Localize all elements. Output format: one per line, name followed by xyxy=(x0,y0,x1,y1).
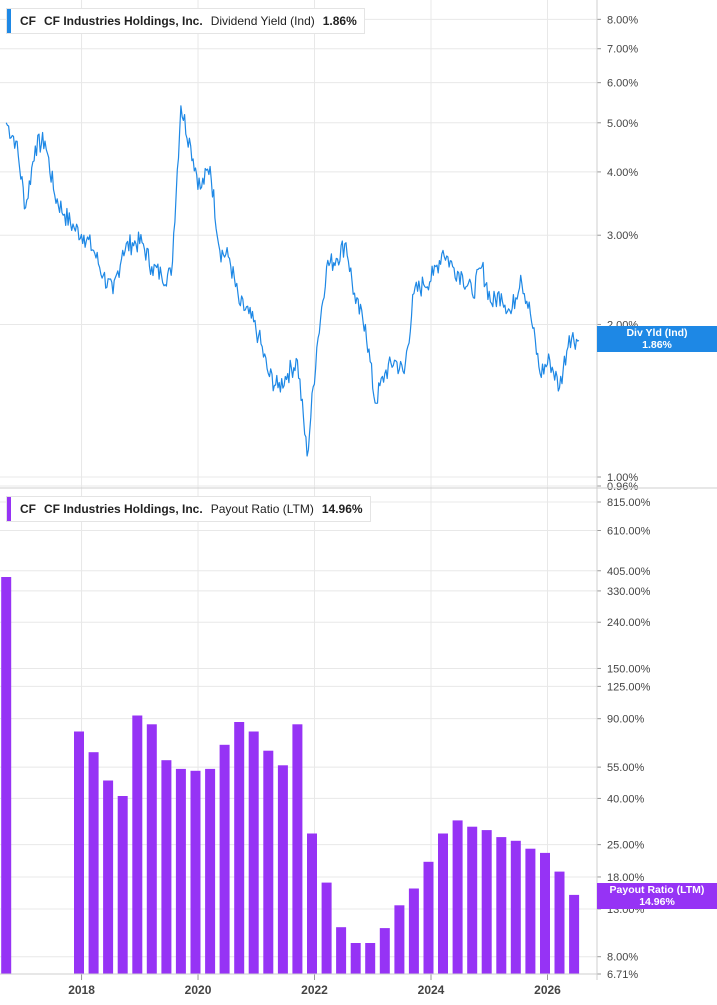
legend-metric: Payout Ratio (LTM) xyxy=(210,502,314,516)
y-tick-label: 4.00% xyxy=(607,167,638,179)
payout-bar xyxy=(161,760,172,974)
x-tick-label: 2020 xyxy=(185,983,212,997)
payout-bar xyxy=(263,750,274,974)
payout-bar xyxy=(307,833,317,974)
y-tick-label: 18.00% xyxy=(607,872,645,884)
payout-bar xyxy=(554,871,565,974)
payout-bar xyxy=(234,722,245,974)
payout-bar xyxy=(365,943,376,974)
legend-company: CF Industries Holdings, Inc. xyxy=(44,14,203,28)
payout-bar xyxy=(205,768,216,974)
payout-bar xyxy=(350,943,361,974)
dividend-yield-panel xyxy=(5,105,580,457)
payout-bar xyxy=(408,888,419,974)
current-value-badge-payout: Payout Ratio (LTM) 14.96% xyxy=(597,883,717,909)
payout-bar xyxy=(88,752,99,974)
legend-ticker: CF xyxy=(20,14,36,28)
y-tick-label: 3.00% xyxy=(607,230,638,242)
y-tick-label: 405.00% xyxy=(607,566,651,578)
x-tick-label: 2018 xyxy=(68,983,95,997)
y-tick-label: 330.00% xyxy=(607,586,651,598)
payout-bar xyxy=(496,837,507,974)
legend-swatch-yield xyxy=(7,9,11,33)
payout-bar xyxy=(423,861,434,974)
payout-bar xyxy=(175,768,186,974)
payout-bar xyxy=(146,724,157,974)
payout-bar xyxy=(117,796,128,974)
y-tick-label: 40.00% xyxy=(607,793,645,805)
legend-dividend-yield[interactable]: CF CF Industries Holdings, Inc. Dividend… xyxy=(6,8,365,34)
payout-bar xyxy=(394,905,405,974)
y-tick-label: 8.00% xyxy=(607,14,638,26)
badge-label: Payout Ratio (LTM) xyxy=(609,884,705,896)
y-tick-label: 815.00% xyxy=(607,497,651,509)
y-tick-label: 5.00% xyxy=(607,118,638,130)
dividend-yield-line xyxy=(5,105,580,457)
y-tick-label: 150.00% xyxy=(607,663,651,675)
y-tick-label: 8.00% xyxy=(607,952,638,964)
payout-bar xyxy=(248,731,259,974)
payout-bar xyxy=(219,744,230,974)
payout-bar xyxy=(540,852,550,974)
payout-bar xyxy=(1,577,12,974)
payout-bar xyxy=(74,731,84,974)
x-tick-label: 2026 xyxy=(534,983,561,997)
payout-bar xyxy=(292,724,303,974)
y-tick-label: 90.00% xyxy=(607,714,645,726)
y-tick-label: 7.00% xyxy=(607,44,638,56)
y-tick-label: 1.00% xyxy=(607,472,638,484)
y-tick-label: 55.00% xyxy=(607,762,645,774)
legend-ticker: CF xyxy=(20,502,36,516)
payout-bar xyxy=(277,765,288,974)
payout-bar xyxy=(321,882,332,974)
legend-swatch-payout xyxy=(7,497,11,521)
payout-ratio-panel xyxy=(1,577,580,974)
payout-bar xyxy=(379,928,390,974)
y-tick-label: 610.00% xyxy=(607,525,651,537)
payout-bar xyxy=(481,830,492,974)
payout-bar xyxy=(452,820,463,974)
payout-bar xyxy=(467,826,478,974)
payout-bar xyxy=(569,894,580,974)
payout-bar xyxy=(438,833,448,974)
legend-metric: Dividend Yield (Ind) xyxy=(210,14,315,28)
payout-bar xyxy=(190,770,201,974)
y-tick-label: 6.00% xyxy=(607,78,638,90)
payout-bar xyxy=(132,715,143,974)
y-tick-label: 25.00% xyxy=(607,840,645,852)
payout-bar xyxy=(103,780,114,974)
payout-bar xyxy=(336,927,347,974)
x-tick-label: 2022 xyxy=(301,983,328,997)
current-value-badge-yield: Div Yld (Ind) 1.86% xyxy=(597,326,717,352)
legend-company: CF Industries Holdings, Inc. xyxy=(44,502,203,516)
y-tick-label: 6.71% xyxy=(607,969,638,981)
badge-label: Div Yld (Ind) xyxy=(626,327,688,339)
x-tick-label: 2024 xyxy=(418,983,445,997)
legend-payout-ratio[interactable]: CF CF Industries Holdings, Inc. Payout R… xyxy=(6,496,371,522)
legend-value: 1.86% xyxy=(322,14,357,28)
badge-value: 1.86% xyxy=(642,339,672,351)
payout-bar xyxy=(525,848,536,974)
y-tick-label: 240.00% xyxy=(607,617,651,629)
badge-value: 14.96% xyxy=(639,896,675,908)
y-tick-label: 0.96% xyxy=(607,481,638,493)
legend-value: 14.96% xyxy=(321,502,363,516)
payout-bar xyxy=(510,840,521,974)
y-tick-label: 125.00% xyxy=(607,681,651,693)
